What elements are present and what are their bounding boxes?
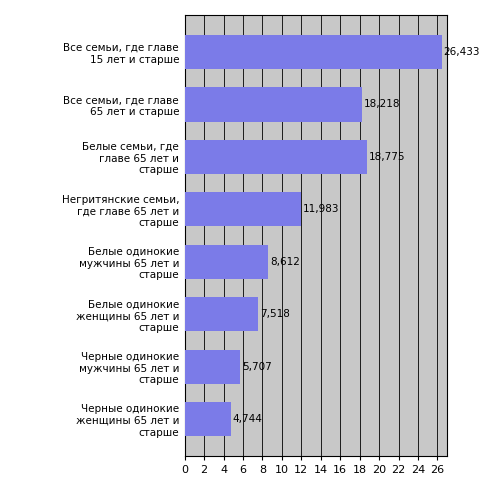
Bar (185, 350, 240, 384)
Text: 4,744: 4,744 (233, 414, 262, 424)
Bar (185, 297, 258, 331)
Text: 11,983: 11,983 (303, 204, 340, 214)
Text: 18,218: 18,218 (364, 100, 400, 110)
Bar (185, 192, 301, 226)
Text: 26,433: 26,433 (444, 47, 480, 57)
Bar (185, 402, 231, 436)
Text: 7,518: 7,518 (260, 310, 290, 319)
Bar (185, 140, 367, 174)
Text: 18,775: 18,775 (369, 152, 406, 162)
Text: 5,707: 5,707 (242, 362, 272, 372)
Bar (185, 87, 362, 122)
Bar (185, 245, 268, 279)
Bar (185, 35, 442, 69)
Text: 8,612: 8,612 (270, 257, 300, 267)
